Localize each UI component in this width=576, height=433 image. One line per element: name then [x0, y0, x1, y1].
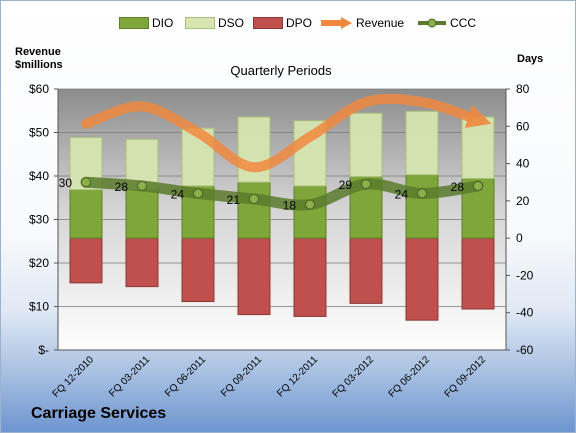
legend-label-dpo: DPO	[286, 16, 313, 30]
left-axis-title-line2: $millions	[15, 59, 63, 71]
left-tick-label: $30	[29, 213, 49, 227]
bar-dpo	[349, 237, 383, 304]
right-axis-title: Days	[517, 53, 544, 65]
ccc-point	[417, 188, 427, 199]
ccc-point	[81, 177, 91, 188]
right-tick-label: -40	[516, 306, 534, 320]
bar-dpo	[237, 237, 271, 316]
legend-label-revenue: Revenue	[356, 16, 405, 30]
bar-dio	[69, 189, 103, 239]
left-tick-label: $60	[29, 82, 49, 96]
bar-dpo	[293, 237, 327, 317]
bar-dio	[293, 185, 327, 239]
bar-dpo	[181, 237, 215, 303]
ccc-data-label: 28	[451, 180, 465, 194]
bar-dso	[349, 112, 383, 178]
x-tick-label: FQ 12-2011	[275, 354, 320, 399]
bar-dpo	[461, 237, 495, 310]
ccc-point	[473, 180, 483, 191]
bar-dio	[405, 174, 439, 239]
left-tick-label: $-	[38, 343, 49, 357]
ccc-data-label: 29	[339, 178, 353, 192]
right-tick-label: -60	[516, 343, 534, 357]
legend-line-marker-icon	[418, 18, 446, 28]
right-tick-label: 0	[516, 231, 523, 245]
bar-dio	[125, 189, 159, 239]
bar-dio	[237, 181, 271, 239]
x-tick-label: FQ 09-2012	[443, 354, 489, 400]
legend-label-ccc: CCC	[450, 16, 476, 30]
left-tick-label: $10	[29, 300, 49, 314]
ccc-point	[361, 179, 371, 190]
bar-dpo	[125, 237, 159, 288]
legend-label-dso: DSO	[218, 16, 245, 30]
x-tick-label: FQ 03-2011	[107, 354, 152, 399]
ccc-point	[193, 188, 203, 199]
left-tick-label: $50	[29, 126, 49, 140]
ccc-point	[305, 199, 315, 210]
left-axis-title: Revenue $millions	[15, 46, 63, 72]
legend-swatch-dpo	[253, 17, 283, 29]
legend-swatch-dio	[119, 17, 149, 29]
left-tick-label: $40	[29, 169, 49, 183]
ccc-data-label: 30	[59, 176, 73, 190]
right-tick-label: 60	[516, 119, 530, 133]
left-axis-title-line1: Revenue	[15, 46, 61, 58]
bar-dso	[405, 110, 439, 176]
bar-dpo	[69, 237, 103, 284]
right-tick-label: -20	[516, 268, 534, 282]
x-tick-label: FQ 12-2010	[51, 354, 97, 400]
revenue-arrowhead	[464, 105, 492, 128]
left-tick-label: $20	[29, 256, 49, 270]
ccc-point	[249, 193, 259, 204]
ccc-data-label: 18	[283, 199, 297, 213]
right-tick-label: 80	[516, 82, 530, 96]
ccc-point	[137, 180, 147, 191]
ccc-data-label: 24	[171, 187, 185, 201]
x-tick-label: FQ 09-2011	[219, 354, 264, 399]
x-tick-label: FQ 06-2012	[387, 354, 433, 400]
revenue-line	[81, 93, 474, 173]
right-tick-label: 40	[516, 157, 530, 171]
bar-dso	[237, 116, 271, 183]
company-name: Carriage Services	[31, 405, 167, 422]
ccc-data-label: 28	[115, 180, 129, 194]
right-tick-label: 20	[516, 194, 530, 208]
ccc-data-label: 21	[227, 193, 241, 207]
bar-dpo	[405, 237, 439, 321]
legend-swatch-dso	[185, 17, 215, 29]
x-tick-label: FQ 06-2011	[163, 354, 208, 399]
legend-label-dio: DIO	[152, 16, 174, 30]
ccc-data-label: 24	[395, 187, 409, 201]
chart-title: Quarterly Periods	[230, 63, 332, 78]
x-tick-label: FQ 03-2012	[331, 354, 377, 400]
legend-arrow-icon	[321, 17, 352, 29]
